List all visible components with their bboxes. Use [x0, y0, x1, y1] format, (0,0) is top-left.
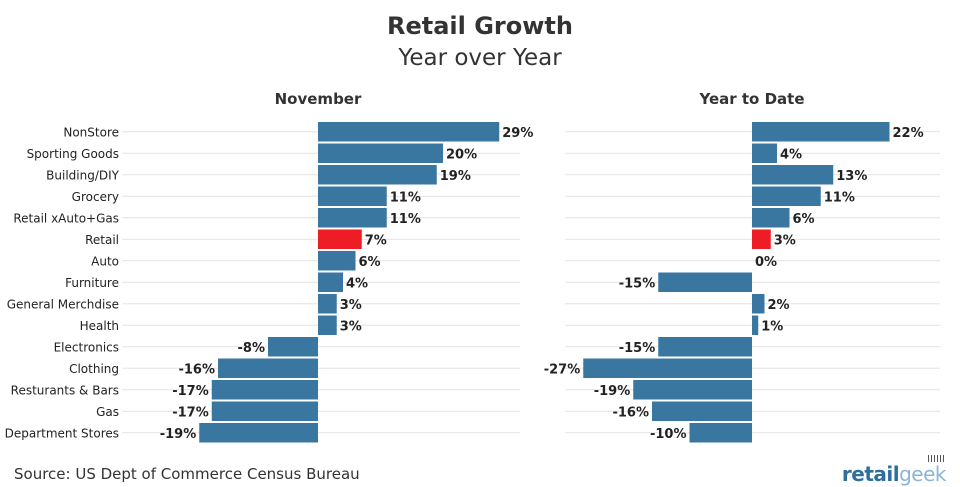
category-label: Health: [80, 319, 119, 333]
bar: [752, 165, 834, 185]
data-label: -8%: [238, 341, 265, 356]
data-label: 2%: [768, 298, 790, 313]
bar: [318, 272, 343, 292]
data-label: 6%: [359, 255, 381, 270]
logo-text-geek: geek: [899, 462, 946, 486]
category-label: Gas: [96, 405, 119, 419]
bar: [318, 315, 337, 335]
bar: [752, 294, 765, 314]
data-label: 22%: [893, 126, 924, 141]
bar: [318, 251, 356, 271]
data-label: 1%: [761, 319, 783, 334]
bar: [633, 380, 752, 400]
bar: [318, 208, 387, 228]
data-label: -10%: [650, 427, 687, 442]
data-label: 11%: [824, 190, 855, 205]
data-label: 11%: [390, 190, 421, 205]
data-label: -19%: [594, 384, 631, 399]
data-label: 19%: [440, 169, 471, 184]
data-label: -27%: [544, 362, 581, 377]
retailgeek-logo: retailgeek: [841, 455, 946, 486]
category-label: Resturants & Bars: [11, 383, 119, 397]
logo-text-retail: retail: [841, 462, 900, 486]
bar: [218, 358, 318, 378]
data-label: 3%: [774, 233, 796, 248]
bar: [268, 337, 318, 357]
data-label: 6%: [793, 212, 815, 227]
category-label: Furniture: [65, 276, 119, 290]
panel-title-1: Year to Date: [698, 90, 804, 108]
bar: [318, 229, 362, 249]
bar: [752, 143, 777, 163]
data-label: 29%: [502, 126, 533, 141]
chart-title: Retail Growth: [387, 12, 573, 40]
category-label: Electronics: [54, 340, 119, 354]
category-label: General Merchdise: [7, 297, 119, 311]
bar: [652, 401, 752, 421]
data-label: 3%: [340, 319, 362, 334]
data-label: -19%: [160, 427, 197, 442]
data-label: 11%: [390, 212, 421, 227]
data-label: -16%: [178, 362, 215, 377]
bar: [318, 165, 437, 185]
category-label: Sporting Goods: [27, 147, 119, 161]
data-label: 3%: [340, 298, 362, 313]
data-label: 13%: [836, 169, 867, 184]
category-label: Retail: [85, 233, 119, 247]
bar: [752, 229, 771, 249]
bar: [752, 186, 821, 206]
source-note: Source: US Dept of Commerce Census Burea…: [14, 465, 360, 483]
data-label: 4%: [780, 147, 802, 162]
category-label: Auto: [91, 254, 119, 268]
bar: [318, 143, 443, 163]
bar: [752, 208, 790, 228]
barcode-icon: [928, 455, 944, 462]
bar: [199, 423, 318, 443]
data-label: -17%: [172, 405, 209, 420]
bar: [689, 423, 752, 443]
panel-title-0: November: [275, 90, 362, 108]
data-label: 7%: [365, 233, 387, 248]
data-label: -17%: [172, 384, 209, 399]
category-label: NonStore: [63, 125, 119, 139]
category-label: Retail xAuto+Gas: [13, 211, 119, 225]
data-label: 0%: [755, 255, 777, 270]
data-label: -15%: [619, 341, 656, 356]
data-label: 4%: [346, 276, 368, 291]
category-label: Grocery: [72, 190, 119, 204]
category-label: Building/DIY: [46, 168, 120, 182]
bar: [752, 122, 890, 142]
bar: [658, 272, 752, 292]
category-label: Clothing: [69, 362, 119, 376]
category-label: Department Stores: [5, 426, 119, 440]
bar: [658, 337, 752, 357]
data-label: -16%: [612, 405, 649, 420]
bar: [318, 122, 500, 142]
bar: [318, 186, 387, 206]
bar: [583, 358, 752, 378]
bar: [211, 401, 318, 421]
bar: [318, 294, 337, 314]
chart-subtitle: Year over Year: [398, 45, 562, 71]
data-label: -15%: [619, 276, 656, 291]
bar: [752, 315, 759, 335]
bar: [211, 380, 318, 400]
data-label: 20%: [446, 147, 477, 162]
